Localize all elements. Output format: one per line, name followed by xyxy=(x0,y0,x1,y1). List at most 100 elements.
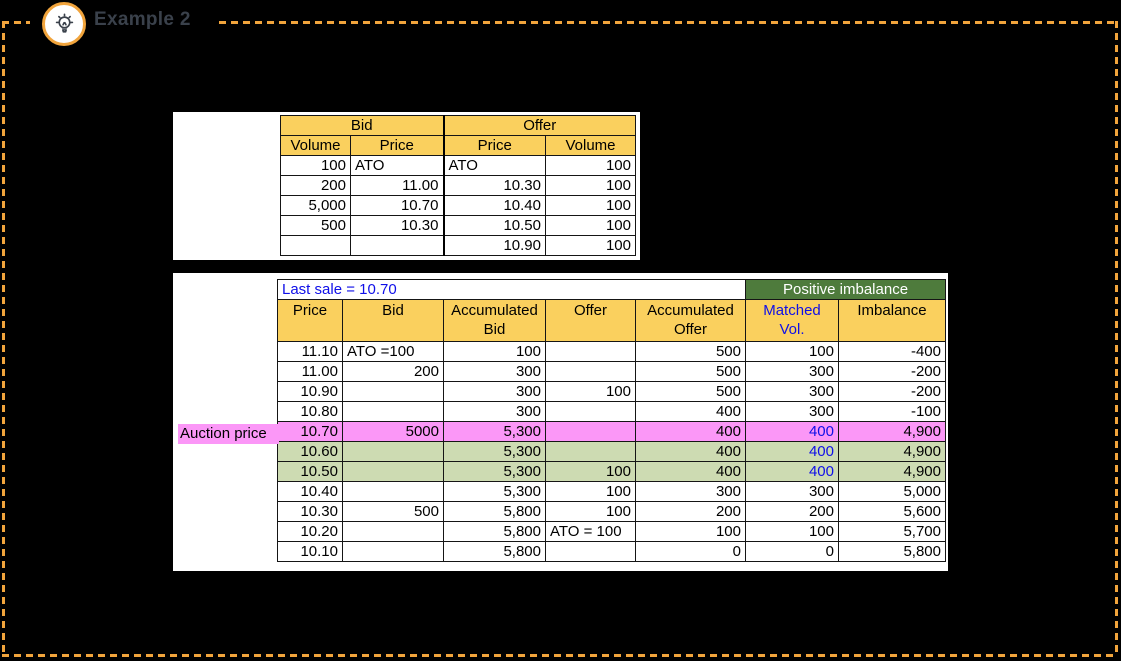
table-cell: 10.40 xyxy=(277,481,343,502)
table-cell: 10.70 xyxy=(350,195,444,216)
table-cell xyxy=(342,521,444,542)
table-cell: 5,300 xyxy=(443,481,546,502)
callout-border-right xyxy=(1115,21,1118,657)
table-cell: 10.30 xyxy=(277,501,343,522)
column-header: Volume xyxy=(280,135,351,156)
table-cell: 100 xyxy=(745,521,839,542)
table-cell xyxy=(350,235,444,256)
table-cell: 400 xyxy=(745,461,839,482)
table-cell: 500 xyxy=(635,381,746,402)
table-row: 500 10.30 10.50 100 xyxy=(280,215,636,236)
table-cell: 5000 xyxy=(342,421,444,442)
table-cell: 100 xyxy=(545,155,636,176)
table-row: 10.50 5,300 100 400 400 4,900 xyxy=(277,461,946,482)
table-cell: 5,800 xyxy=(443,501,546,522)
table-cell: 400 xyxy=(635,441,746,462)
table-cell: 5,700 xyxy=(838,521,946,542)
table-cell: 11.00 xyxy=(277,361,343,382)
table-cell: 4,900 xyxy=(838,421,946,442)
table-cell: 300 xyxy=(443,381,546,402)
table-cell: 100 xyxy=(545,175,636,196)
table-cell xyxy=(545,361,636,382)
table-cell: 100 xyxy=(745,341,839,362)
table-cell: 100 xyxy=(545,461,636,482)
table-cell: 5,800 xyxy=(838,541,946,562)
table-cell: 11.00 xyxy=(350,175,444,196)
table-cell: 10.10 xyxy=(277,541,343,562)
column-header: Accumulated Offer xyxy=(635,299,746,342)
column-header: Price xyxy=(350,135,444,156)
table-cell: 10.30 xyxy=(350,215,444,236)
table-cell: 10.50 xyxy=(277,461,343,482)
table-row: 10.10 5,800 0 0 5,800 xyxy=(277,541,946,562)
column-header: Price xyxy=(277,299,343,342)
table-cell: 400 xyxy=(635,401,746,422)
table-cell: 10.90 xyxy=(442,235,546,256)
table-row: 11.00 200 300 500 300 -200 xyxy=(277,361,946,382)
table-cell: 4,900 xyxy=(838,461,946,482)
table-cell: 4,900 xyxy=(838,441,946,462)
table-cell xyxy=(280,235,351,256)
imbalance-banner: Positive imbalance xyxy=(745,279,946,300)
table-cell: 300 xyxy=(443,401,546,422)
table-cell: 200 xyxy=(635,501,746,522)
table-cell: 5,000 xyxy=(838,481,946,502)
table-cell: 300 xyxy=(635,481,746,502)
table-cell xyxy=(545,441,636,462)
table-row: Last sale = 10.70 Positive imbalance xyxy=(277,279,946,300)
table-row: 200 11.00 10.30 100 xyxy=(280,175,636,196)
column-header: Offer xyxy=(545,299,636,342)
table-cell: 10.90 xyxy=(277,381,343,402)
table-cell: ATO = 100 xyxy=(545,521,636,542)
table-cell: 10.60 xyxy=(277,441,343,462)
table-cell: 5,600 xyxy=(838,501,946,522)
table-row: 10.80 300 400 300 -100 xyxy=(277,401,946,422)
table-cell: 0 xyxy=(635,541,746,562)
table-cell xyxy=(342,401,444,422)
table-cell: -200 xyxy=(838,381,946,402)
table-cell xyxy=(342,461,444,482)
table-cell: 200 xyxy=(745,501,839,522)
callout-border-bottom xyxy=(2,654,1118,657)
table-cell: 100 xyxy=(545,381,636,402)
table-cell: -100 xyxy=(838,401,946,422)
table-cell: 400 xyxy=(745,421,839,442)
table-row: 10.60 5,300 400 400 4,900 xyxy=(277,441,946,462)
table-cell: -200 xyxy=(838,361,946,382)
table-cell: 500 xyxy=(635,361,746,382)
table-row: 100 ATO ATO 100 xyxy=(280,155,636,176)
table-cell: 10.80 xyxy=(277,401,343,422)
table-cell xyxy=(545,341,636,362)
table-cell: 500 xyxy=(342,501,444,522)
table-cell: 100 xyxy=(545,195,636,216)
table-cell: 10.50 xyxy=(442,215,546,236)
table-cell: 11.10 xyxy=(277,341,343,362)
table-cell: 100 xyxy=(545,235,636,256)
table-cell: 5,000 xyxy=(280,195,351,216)
table-cell: 400 xyxy=(635,421,746,442)
table-cell: 400 xyxy=(745,441,839,462)
lightbulb-badge xyxy=(42,2,86,46)
table-cell: 100 xyxy=(443,341,546,362)
table-cell xyxy=(342,381,444,402)
table-cell: 100 xyxy=(545,501,636,522)
table-cell xyxy=(545,401,636,422)
last-sale-label: Last sale = 10.70 xyxy=(277,279,746,300)
table-cell: 5,300 xyxy=(443,421,546,442)
table-row: Bid Offer xyxy=(280,115,636,136)
column-header: Volume xyxy=(545,135,636,156)
table-cell: 300 xyxy=(443,361,546,382)
table-row: 10.90 100 xyxy=(280,235,636,256)
group-header: Bid xyxy=(280,115,444,136)
table-cell: 300 xyxy=(745,481,839,502)
callout-border-left xyxy=(2,21,5,657)
callout-border-top-left xyxy=(2,21,30,24)
table-cell xyxy=(342,541,444,562)
group-header: Offer xyxy=(442,115,636,136)
table-row: Price Bid Accumulated Bid Offer Accumulated … xyxy=(277,299,946,342)
column-header: Accumulated Bid xyxy=(443,299,546,342)
table-cell: 500 xyxy=(280,215,351,236)
column-header: Bid xyxy=(342,299,444,342)
table-cell: 300 xyxy=(745,381,839,402)
table-row: 10.20 5,800 ATO = 100 100 100 5,700 xyxy=(277,521,946,542)
